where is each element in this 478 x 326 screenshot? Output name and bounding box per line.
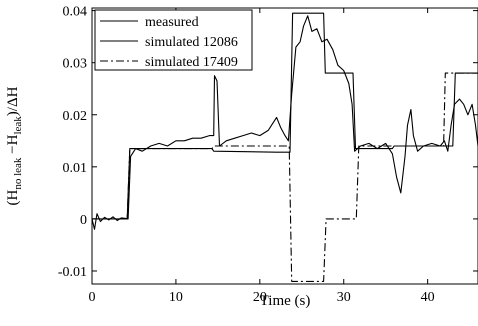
legend-label-simulated-17409: simulated 17409 xyxy=(145,55,238,70)
series-line-simulated-17409 xyxy=(92,72,478,282)
x-tick-label: 30 xyxy=(337,290,351,305)
x-tick-label: 0 xyxy=(89,290,96,305)
y-label-main: (H xyxy=(5,189,21,205)
y-tick-label: 0.04 xyxy=(63,5,88,20)
series-layer xyxy=(91,12,478,282)
y-label-mid: −H xyxy=(5,134,21,157)
y-tick-label: 0.03 xyxy=(63,57,88,72)
legend-box xyxy=(94,9,253,71)
y-tick-label: 0.01 xyxy=(63,161,88,176)
y-label-sub2: leak xyxy=(12,116,24,135)
legend-label-simulated-12086: simulated 12086 xyxy=(145,35,238,50)
x-tick-label: 40 xyxy=(421,290,435,305)
x-tick-label: 20 xyxy=(253,290,267,305)
y-tick-label: -0.01 xyxy=(58,265,87,280)
y-ticks: -0.01 0 0.01 0.02 0.03 0.04 xyxy=(58,5,478,280)
series-line-measured xyxy=(91,15,478,230)
x-ticks: 0 10 20 30 40 xyxy=(89,8,435,305)
x-tick-label: 10 xyxy=(169,290,183,305)
legend: measured simulated 12086 simulated 17409 xyxy=(94,9,253,71)
x-axis-label: Time (s) xyxy=(260,293,311,309)
series-line-simulated-12086 xyxy=(92,12,478,220)
y-label-end: )/ΔH xyxy=(5,86,21,116)
y-axis-label: (Hno leak −Hleak)/ΔH xyxy=(5,86,24,205)
y-tick-label: 0.02 xyxy=(63,109,88,124)
legend-label-measured: measured xyxy=(145,15,199,30)
y-tick-label: 0 xyxy=(80,213,87,228)
y-label-sub1: no leak xyxy=(12,157,24,190)
